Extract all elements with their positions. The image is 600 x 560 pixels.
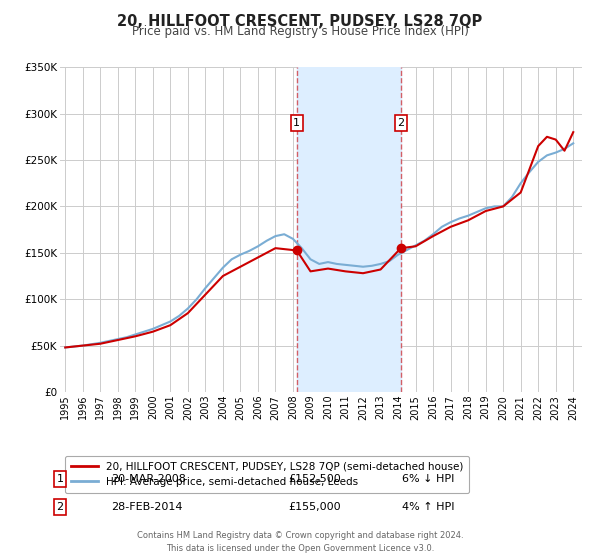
Bar [297, 67, 401, 392]
Legend: 20, HILLFOOT CRESCENT, PUDSEY, LS28 7QP (semi-detached house), HPI: Average pric: 20, HILLFOOT CRESCENT, PUDSEY, LS28 7QP … [65, 456, 469, 493]
Text: 2: 2 [56, 502, 64, 512]
Text: 6% ↓ HPI: 6% ↓ HPI [402, 474, 454, 484]
Text: £152,500: £152,500 [288, 474, 341, 484]
Text: 20, HILLFOOT CRESCENT, PUDSEY, LS28 7QP: 20, HILLFOOT CRESCENT, PUDSEY, LS28 7QP [118, 14, 482, 29]
Text: £155,000: £155,000 [288, 502, 341, 512]
Text: 20-MAR-2008: 20-MAR-2008 [111, 474, 186, 484]
Text: 28-FEB-2014: 28-FEB-2014 [111, 502, 182, 512]
Text: 1: 1 [56, 474, 64, 484]
Text: 2: 2 [397, 118, 404, 128]
Text: Contains HM Land Registry data © Crown copyright and database right 2024.
This d: Contains HM Land Registry data © Crown c… [137, 531, 463, 553]
Text: 4% ↑ HPI: 4% ↑ HPI [402, 502, 455, 512]
Text: 1: 1 [293, 118, 301, 128]
Text: Price paid vs. HM Land Registry's House Price Index (HPI): Price paid vs. HM Land Registry's House … [131, 25, 469, 38]
